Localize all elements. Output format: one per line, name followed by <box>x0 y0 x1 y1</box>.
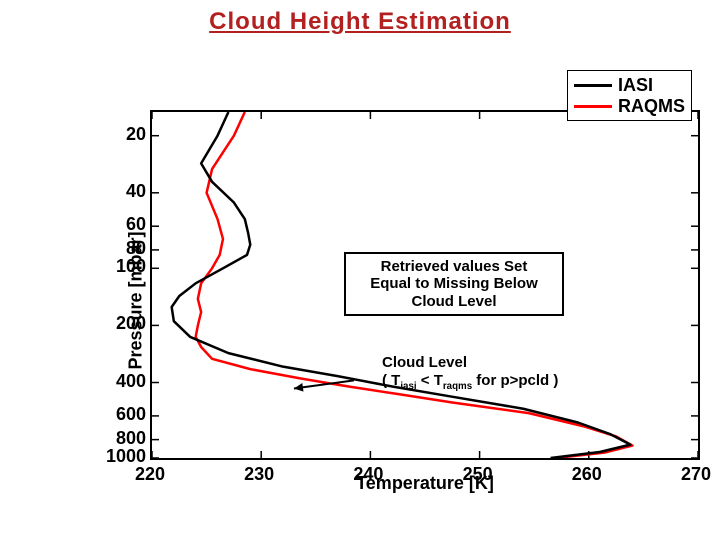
legend-swatch <box>574 105 612 108</box>
y-tick: 100 <box>96 256 146 277</box>
annotation-line: Cloud Level <box>382 354 558 372</box>
chart-title: Cloud Height Estimation <box>0 8 720 36</box>
legend-item: RAQMS <box>574 96 685 117</box>
legend: IASIRAQMS <box>567 70 692 121</box>
y-tick: 20 <box>96 124 146 145</box>
annotation-line: Retrieved values Set <box>354 258 554 275</box>
legend-swatch <box>574 84 612 87</box>
y-tick: 60 <box>96 214 146 235</box>
annotation-line: ( Tiasi < Traqms for p>pcld ) <box>382 372 558 393</box>
x-tick: 240 <box>348 464 388 485</box>
plot-area: Pressure [mbar] IASIRAQMS Retrieved valu… <box>110 110 700 490</box>
x-tick: 270 <box>676 464 716 485</box>
y-tick: 400 <box>96 371 146 392</box>
y-tick: 600 <box>96 404 146 425</box>
axes-frame: IASIRAQMS Retrieved values Set Equal to … <box>150 110 700 460</box>
annotation-cloud-level: Cloud Level ( Tiasi < Traqms for p>pcld … <box>382 354 558 393</box>
annotation-line: Cloud Level <box>354 293 554 310</box>
x-axis-label: Temperature [K] <box>110 473 720 494</box>
annotation-missing-values: Retrieved values Set Equal to Missing Be… <box>344 252 564 316</box>
legend-label: RAQMS <box>618 96 685 117</box>
annotation-line: Equal to Missing Below <box>354 275 554 292</box>
x-tick: 260 <box>567 464 607 485</box>
y-tick: 40 <box>96 181 146 202</box>
x-tick: 250 <box>458 464 498 485</box>
legend-item: IASI <box>574 75 685 96</box>
x-tick: 220 <box>130 464 170 485</box>
x-tick: 230 <box>239 464 279 485</box>
legend-label: IASI <box>618 75 653 96</box>
y-tick: 200 <box>96 313 146 334</box>
